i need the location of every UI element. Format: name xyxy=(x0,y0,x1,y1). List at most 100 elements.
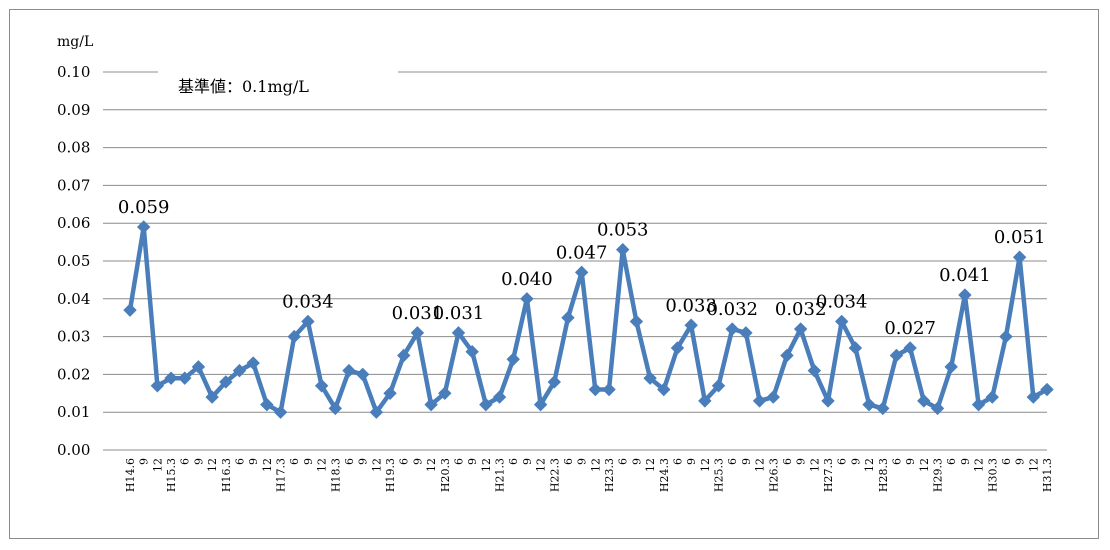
x-tick-label: 9 xyxy=(849,458,862,465)
data-label: 0.051 xyxy=(994,227,1046,248)
data-label: 0.034 xyxy=(816,291,868,312)
x-tick-label: 9 xyxy=(740,458,753,465)
data-point-marker xyxy=(397,348,411,363)
data-point-marker xyxy=(793,322,808,336)
x-tick-label: 6 xyxy=(507,458,520,465)
data-point-marker xyxy=(438,386,452,401)
x-tick-label: 12 xyxy=(535,458,548,472)
x-tick-label: 9 xyxy=(192,458,205,465)
y-tick-label: 0.10 xyxy=(57,63,90,81)
data-point-marker xyxy=(1040,382,1054,397)
x-tick-label: 12 xyxy=(370,458,383,472)
x-tick-label: 6 xyxy=(343,458,356,465)
x-tick-label: 9 xyxy=(247,458,260,465)
data-point-marker xyxy=(547,375,561,389)
x-tick-label: 6 xyxy=(890,458,903,465)
x-tick-label: 9 xyxy=(138,458,151,465)
y-axis-ticks: 0.00 0.01 0.02 0.03 0.04 0.05 0.06 0.07 0.08 0.09… xyxy=(57,63,90,459)
data-point-marker xyxy=(834,314,849,329)
x-tick-label: 9 xyxy=(685,458,698,465)
x-tick-label: H28.3 xyxy=(877,458,890,492)
data-label: 0.032 xyxy=(775,299,827,320)
data-point-marker xyxy=(492,390,507,404)
data-label: 0.027 xyxy=(884,318,936,339)
data-label: 0.053 xyxy=(597,220,649,241)
y-tick-label: 0.00 xyxy=(57,441,90,459)
x-tick-label: 9 xyxy=(795,458,808,465)
data-point-marker xyxy=(574,265,589,280)
y-tick-label: 0.04 xyxy=(57,290,90,308)
x-tick-label: 12 xyxy=(151,458,164,472)
data-point-marker xyxy=(150,379,165,393)
x-tick-label: 9 xyxy=(576,458,589,465)
data-point-marker xyxy=(944,360,958,374)
data-point-marker xyxy=(383,386,397,401)
x-tick-label: H24.3 xyxy=(658,458,671,492)
x-tick-label: H15.3 xyxy=(165,458,178,492)
data-point-marker xyxy=(602,382,616,397)
data-point-marker xyxy=(588,382,603,397)
x-tick-label: 6 xyxy=(945,458,958,465)
x-tick-label: H19.3 xyxy=(384,458,397,492)
x-tick-label: 12 xyxy=(316,458,329,472)
data-label: 0.031 xyxy=(433,303,485,324)
data-point-marker xyxy=(1012,250,1027,264)
x-tick-label: 12 xyxy=(863,458,876,472)
x-tick-label: 12 xyxy=(206,458,219,472)
data-point-marker xyxy=(657,382,671,397)
x-tick-label: 6 xyxy=(398,458,411,465)
data-point-marker xyxy=(465,345,479,359)
data-point-marker xyxy=(739,326,753,340)
x-tick-label: 12 xyxy=(918,458,931,472)
x-tick-label: 12 xyxy=(973,458,986,472)
series-line-path xyxy=(127,224,1049,415)
data-point-marker xyxy=(670,341,685,355)
data-point-marker xyxy=(451,326,466,340)
x-tick-label: 9 xyxy=(466,458,479,465)
x-tick-label: 12 xyxy=(261,458,274,472)
data-point-marker xyxy=(711,379,726,393)
x-tick-label: H29.3 xyxy=(932,458,945,492)
x-tick-label: 12 xyxy=(808,458,821,472)
data-point-marker xyxy=(999,329,1013,344)
data-point-marker xyxy=(232,363,247,378)
x-tick-label: H25.3 xyxy=(713,458,726,492)
data-point-marker xyxy=(698,394,712,408)
data-point-marker xyxy=(821,394,835,408)
data-point-marker xyxy=(520,292,534,306)
x-tick-label: H17.3 xyxy=(275,458,288,492)
x-tick-label: 12 xyxy=(480,458,493,472)
data-point-marker xyxy=(889,348,904,363)
x-tick-label: 9 xyxy=(1014,458,1027,465)
data-point-marker xyxy=(301,314,315,329)
data-point-marker xyxy=(684,318,698,332)
data-point-marker xyxy=(369,405,384,419)
data-point-marker xyxy=(725,322,739,336)
y-tick-label: 0.01 xyxy=(57,403,90,421)
data-label: 0.031 xyxy=(392,303,444,324)
series-line xyxy=(127,224,1049,415)
data-point-marker xyxy=(971,397,986,412)
grid-lines xyxy=(103,71,1047,451)
y-tick-label: 0.09 xyxy=(57,101,90,119)
x-tick-label: 12 xyxy=(589,458,602,472)
x-tick-label: 9 xyxy=(357,458,370,465)
data-point-marker xyxy=(807,363,822,378)
x-tick-label: 12 xyxy=(644,458,657,472)
data-point-marker xyxy=(766,390,780,404)
data-point-marker xyxy=(355,367,370,382)
x-tick-label: H22.3 xyxy=(548,458,561,492)
x-tick-label: 6 xyxy=(781,458,794,465)
y-tick-label: 0.07 xyxy=(57,176,90,194)
data-point-marker xyxy=(273,405,288,419)
x-tick-label: 9 xyxy=(904,458,917,465)
data-point-marker xyxy=(848,341,863,355)
data-point-marker xyxy=(246,356,260,370)
x-tick-label: 6 xyxy=(179,458,192,465)
x-tick-label: H27.3 xyxy=(822,458,835,492)
data-point-marker xyxy=(219,375,233,389)
data-point-marker xyxy=(410,326,425,340)
data-label: 0.041 xyxy=(939,265,991,286)
